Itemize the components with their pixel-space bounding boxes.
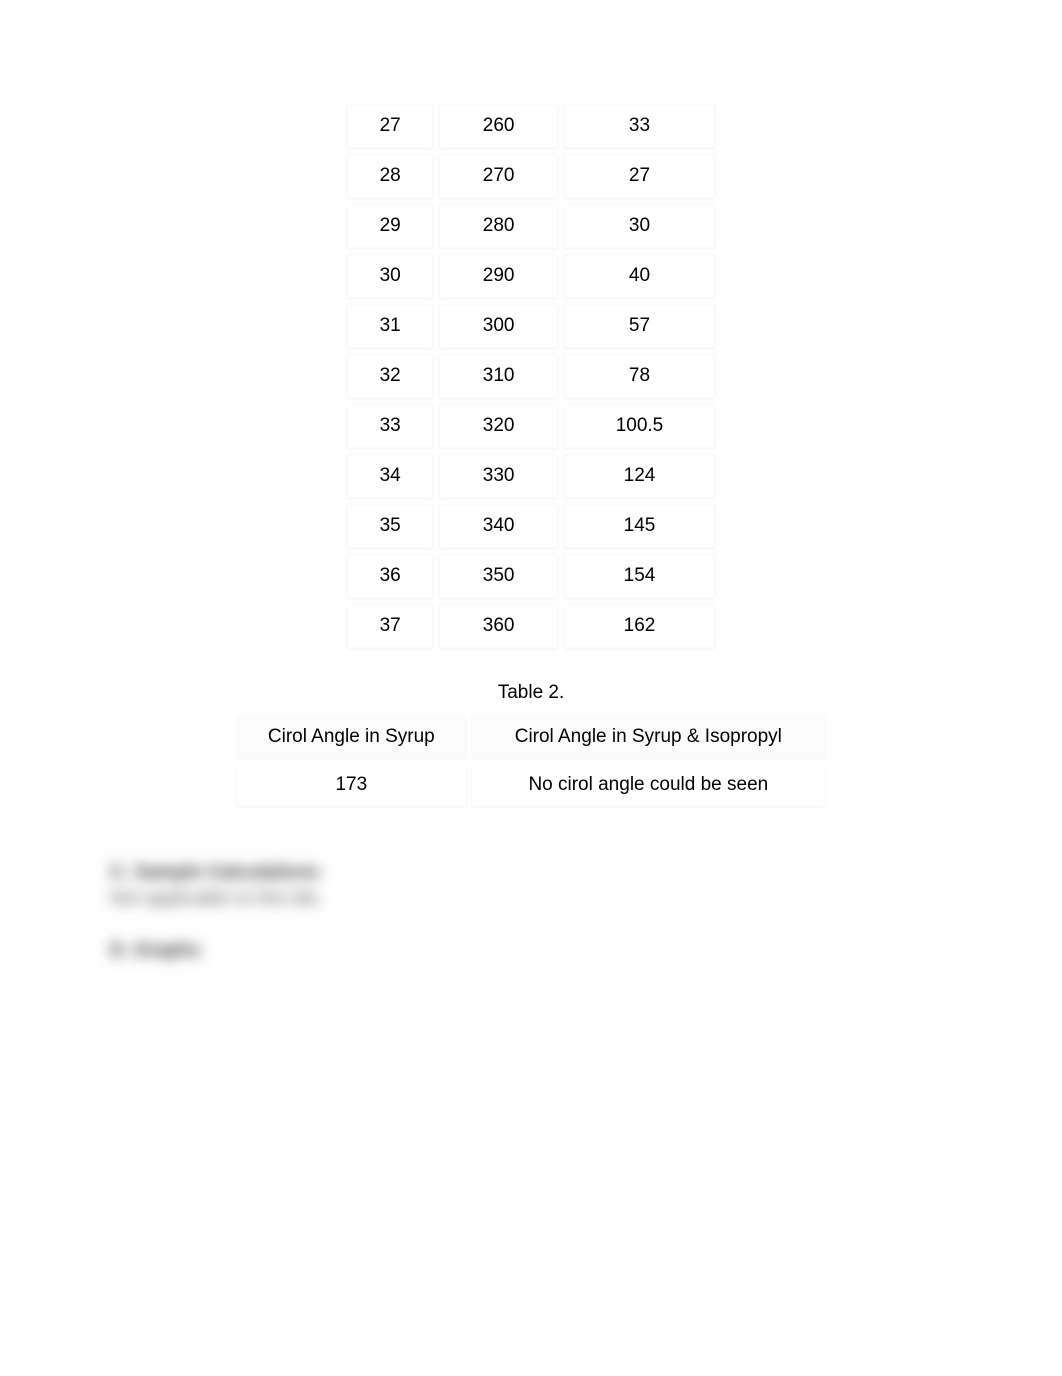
- table-cell: 154: [564, 554, 715, 598]
- table-cell: 36: [347, 554, 433, 598]
- table-cell: 32: [347, 354, 433, 398]
- table-cell: No cirol angle could be seen: [472, 764, 825, 806]
- table-cell: 320: [439, 404, 558, 448]
- table-cell: 360: [439, 604, 558, 648]
- table-cell: 280: [439, 204, 558, 248]
- table-row: 37360162: [347, 604, 715, 648]
- data-table-2: Cirol Angle in Syrup Cirol Angle in Syru…: [231, 710, 831, 812]
- data-table-1: 2726033282702729280303029040313005732310…: [341, 98, 721, 654]
- table-cell: 30: [347, 254, 433, 298]
- blurred-heading-2: D. Graphs: [110, 940, 1062, 962]
- table-cell: 173: [237, 764, 466, 806]
- table-row: 2726033: [347, 104, 715, 148]
- table-cell: 270: [439, 154, 558, 198]
- blurred-text-1: Not applicable to this lab.: [110, 888, 1062, 910]
- table-row: 34330124: [347, 454, 715, 498]
- table-row: 3231078: [347, 354, 715, 398]
- table-cell: 350: [439, 554, 558, 598]
- table-cell: 330: [439, 454, 558, 498]
- table-row: 2827027: [347, 154, 715, 198]
- table-cell: 33: [564, 104, 715, 148]
- table-cell: 57: [564, 304, 715, 348]
- table-row: 2928030: [347, 204, 715, 248]
- table-cell: 162: [564, 604, 715, 648]
- table-cell: 27: [347, 104, 433, 148]
- table-cell: 100.5: [564, 404, 715, 448]
- table-cell: 28: [347, 154, 433, 198]
- table-row: 173No cirol angle could be seen: [237, 764, 825, 806]
- blurred-preview-section: C. Sample Calculations Not applicable to…: [110, 862, 1062, 962]
- table-row: 3029040: [347, 254, 715, 298]
- table-row: 33320100.5: [347, 404, 715, 448]
- table-cell: 78: [564, 354, 715, 398]
- table-cell: 340: [439, 504, 558, 548]
- table-cell: 290: [439, 254, 558, 298]
- table2-header-2: Cirol Angle in Syrup & Isopropyl: [472, 716, 825, 758]
- table-cell: 33: [347, 404, 433, 448]
- table-cell: 34: [347, 454, 433, 498]
- table-row: 36350154: [347, 554, 715, 598]
- table-cell: 29: [347, 204, 433, 248]
- table-cell: 300: [439, 304, 558, 348]
- table2-caption: Table 2.: [0, 682, 1062, 704]
- table-cell: 310: [439, 354, 558, 398]
- table-cell: 37: [347, 604, 433, 648]
- table-cell: 31: [347, 304, 433, 348]
- blurred-heading-1: C. Sample Calculations: [110, 862, 1062, 884]
- table-cell: 35: [347, 504, 433, 548]
- table2-header-1: Cirol Angle in Syrup: [237, 716, 466, 758]
- table-row: 3130057: [347, 304, 715, 348]
- table-cell: 124: [564, 454, 715, 498]
- table-cell: 30: [564, 204, 715, 248]
- table-cell: 27: [564, 154, 715, 198]
- table-cell: 145: [564, 504, 715, 548]
- table-cell: 40: [564, 254, 715, 298]
- table-row: 35340145: [347, 504, 715, 548]
- table-cell: 260: [439, 104, 558, 148]
